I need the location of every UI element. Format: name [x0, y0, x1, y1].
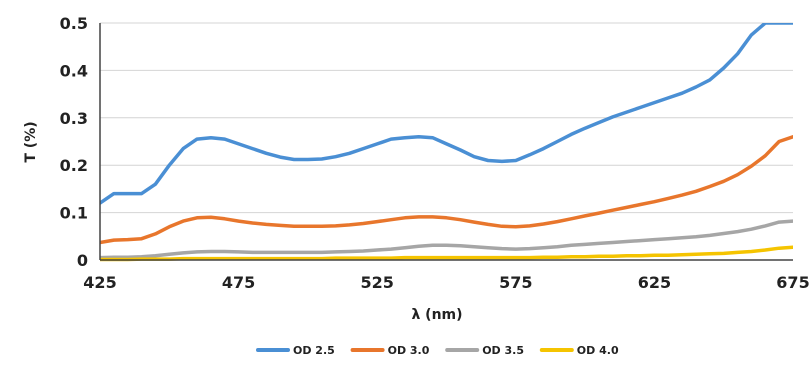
x-tick-labels: 425 475 525 575 625 675	[83, 273, 809, 292]
x-tick-label: 575	[499, 273, 532, 292]
series-line-od-3-0	[100, 135, 793, 245]
y-tick-label: 0.2	[60, 156, 88, 175]
x-tick-label: 525	[360, 273, 393, 292]
y-tick-label: 0.4	[60, 61, 88, 80]
y-tick-label: 0	[77, 251, 88, 270]
x-tick-label: 425	[83, 273, 116, 292]
y-tick-label: 0.1	[60, 204, 88, 223]
x-tick-label: 625	[638, 273, 671, 292]
legend-label-od-2-5: OD 2.5	[293, 344, 335, 357]
series-lines	[100, 23, 793, 262]
series-line-od-2-5	[100, 23, 793, 205]
y-tick-labels: 0 0.1 0.2 0.3 0.4 0.5	[60, 14, 88, 270]
legend-label-od-4-0: OD 4.0	[577, 344, 619, 357]
series-line-od-3-5	[100, 219, 793, 260]
y-tick-label: 0.3	[60, 109, 88, 128]
legend-label-od-3-0: OD 3.0	[388, 344, 430, 357]
gridlines	[100, 22, 793, 214]
legend: OD 2.5 OD 3.0 OD 3.5 OD 4.0	[256, 344, 619, 357]
x-tick-label: 675	[776, 273, 809, 292]
x-tick-label: 475	[222, 273, 255, 292]
x-axis-title: λ (nm)	[411, 307, 462, 323]
series-line-od-4-0	[100, 245, 793, 262]
y-axis-title: T (%)	[23, 121, 39, 162]
axes	[99, 23, 793, 261]
y-tick-label: 0.5	[60, 14, 88, 33]
legend-label-od-3-5: OD 3.5	[482, 344, 524, 357]
